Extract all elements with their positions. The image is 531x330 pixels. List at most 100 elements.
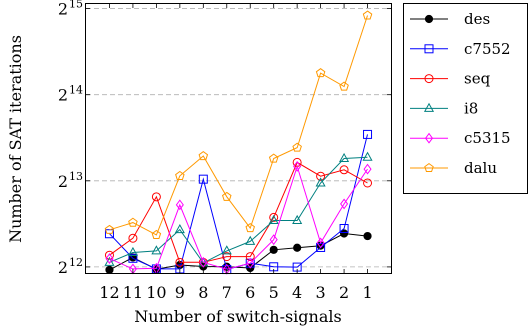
x-axis-label: Number of switch-signals — [134, 307, 341, 326]
data-point-seq — [222, 252, 232, 262]
data-point-i8 — [245, 235, 256, 245]
data-point-dalu — [315, 68, 326, 78]
y-axis-ticks: 2 122 132 142 15 — [58, 0, 391, 277]
legend-marker — [423, 102, 435, 112]
y-tick-label: 2 — [58, 172, 68, 191]
data-point-c7552 — [363, 129, 373, 139]
data-point-seq — [151, 192, 161, 202]
x-tick-label: 8 — [198, 283, 208, 302]
data-point-c5315 — [340, 198, 349, 210]
x-tick-label: 3 — [316, 283, 326, 302]
series-dalu — [104, 10, 373, 239]
data-point-c5315 — [199, 256, 208, 268]
x-tick-label: 10 — [146, 283, 166, 302]
data-point-seq — [128, 233, 138, 243]
data-point-dalu — [151, 229, 162, 239]
legend: des c7552 seq i8 c5315 dalu — [403, 3, 528, 194]
y-tick-label: 2 — [58, 0, 68, 19]
legend-label: des — [464, 10, 490, 28]
legend-entry-des: des — [410, 10, 490, 28]
data-point-des — [269, 245, 278, 254]
x-tick-label: 7 — [222, 283, 232, 302]
data-point-i8 — [151, 245, 162, 255]
data-point-dalu — [104, 224, 115, 234]
data-point-dalu — [221, 191, 232, 201]
data-point-dalu — [128, 217, 138, 227]
data-point-c7552 — [104, 229, 114, 239]
data-point-seq — [269, 212, 279, 222]
x-tick-label: 1 — [362, 283, 372, 302]
data-point-i8 — [104, 256, 115, 266]
legend-label: c5315 — [464, 129, 511, 147]
grid-lines — [86, 8, 391, 268]
series-line-dalu — [109, 15, 368, 236]
data-point-c5315 — [316, 237, 325, 249]
series-line-c5315 — [109, 164, 368, 270]
legend-marker — [424, 44, 434, 54]
data-point-dalu — [245, 223, 256, 233]
x-tick-label: 9 — [175, 283, 185, 302]
data-point-i8 — [127, 246, 138, 256]
legend-entry-i8: i8 — [410, 99, 478, 117]
series-line-c7552 — [109, 134, 368, 271]
x-tick-label: 4 — [292, 283, 302, 302]
data-point-des — [339, 229, 349, 238]
data-point-seq — [363, 178, 373, 188]
data-point-des — [363, 231, 372, 241]
legend-entry-c5315: c5315 — [410, 129, 511, 147]
y-tick-label: 2 — [58, 258, 68, 277]
data-point-seq — [104, 250, 114, 260]
data-point-c5315 — [363, 163, 372, 175]
data-point-i8 — [339, 152, 350, 163]
data-point-c5315 — [269, 234, 278, 246]
data-point-c7552 — [339, 224, 349, 234]
y-tick-exponent: 15 — [69, 0, 83, 11]
series-line-i8 — [109, 156, 368, 264]
y-tick-exponent: 14 — [69, 84, 83, 97]
data-point-i8 — [362, 151, 373, 161]
y-axis-label: Number of SAT iterations — [6, 35, 25, 243]
data-point-seq — [175, 257, 185, 267]
x-axis-ticks: 12 11 10 9 8 7 6 5 4 3 2 1 — [99, 4, 373, 302]
data-point-c5315 — [246, 257, 255, 269]
data-point-c5315 — [293, 160, 302, 172]
data-point-seq — [245, 252, 255, 262]
data-point-i8 — [221, 245, 232, 255]
x-tick-label: 6 — [245, 283, 255, 302]
y-tick-exponent: 12 — [69, 256, 83, 269]
data-point-dalu — [175, 170, 185, 180]
data-point-des — [293, 243, 302, 252]
data-point-i8 — [268, 214, 279, 225]
series-i8 — [104, 151, 373, 267]
data-point-c5315 — [175, 199, 184, 211]
data-point-seq — [316, 171, 326, 181]
data-point-dalu — [268, 153, 279, 163]
legend-entry-c7552: c7552 — [410, 40, 511, 58]
data-point-dalu — [198, 151, 209, 161]
plot-series — [104, 10, 373, 275]
legend-marker — [424, 74, 434, 84]
data-point-seq — [339, 165, 349, 175]
legend-label: c7552 — [464, 40, 511, 58]
data-point-i8 — [315, 177, 326, 187]
legend-marker — [424, 132, 434, 144]
x-tick-label: 12 — [99, 283, 119, 302]
data-point-dalu — [292, 142, 302, 152]
plot-frame — [85, 3, 392, 274]
legend-marker — [424, 162, 434, 173]
legend-marker — [424, 14, 434, 24]
data-point-dalu — [339, 81, 349, 91]
data-point-i8 — [292, 214, 303, 225]
y-tick-exponent: 13 — [69, 170, 83, 183]
legend-box — [403, 3, 528, 194]
legend-label: seq — [464, 70, 491, 88]
legend-label: i8 — [464, 99, 478, 117]
x-tick-label: 11 — [123, 283, 143, 302]
data-point-i8 — [174, 223, 185, 234]
data-point-dalu — [362, 10, 373, 20]
data-point-c7552 — [198, 174, 208, 184]
data-point-i8 — [198, 257, 209, 267]
legend-label: dalu — [464, 159, 497, 177]
legend-entry-seq: seq — [410, 70, 491, 88]
